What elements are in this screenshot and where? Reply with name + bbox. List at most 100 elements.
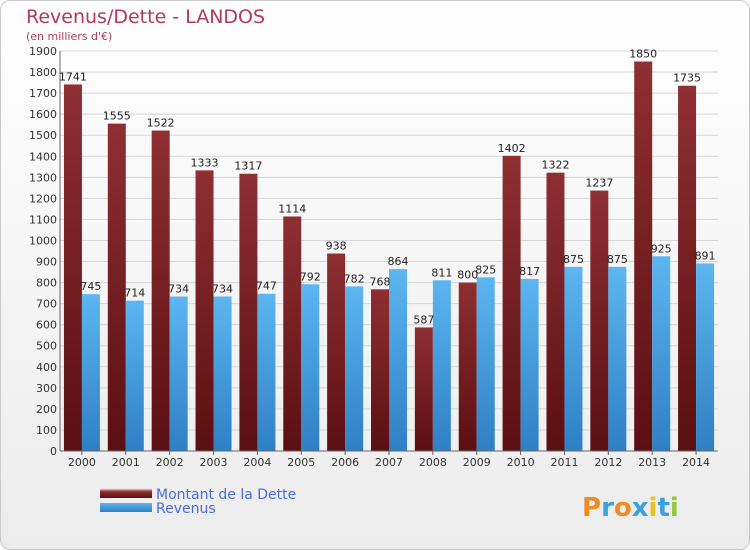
bar-debt [239, 173, 258, 451]
y-tick-label: 1100 [29, 213, 57, 226]
y-tick-label: 1700 [29, 87, 57, 100]
bar-revenus [652, 256, 671, 451]
value-label-revenus: 817 [519, 265, 540, 278]
y-tick-label: 1500 [29, 129, 57, 142]
y-tick-label: 300 [36, 382, 57, 395]
x-tick-label: 2012 [594, 456, 622, 469]
y-tick-label: 1600 [29, 108, 57, 121]
legend-label-revenus: Revenus [156, 501, 216, 517]
value-label-debt: 1555 [103, 110, 131, 123]
value-label-revenus: 891 [695, 249, 716, 262]
legend-swatch-revenus [100, 503, 152, 512]
x-tick-label: 2005 [287, 456, 315, 469]
bar-debt [502, 155, 521, 451]
value-label-debt: 1522 [147, 117, 175, 130]
bar-revenus [301, 284, 320, 451]
logo-letter: x [632, 493, 649, 523]
y-tick-label: 1800 [29, 66, 57, 79]
y-tick-label: 900 [36, 256, 57, 269]
bar-revenus [432, 280, 451, 451]
value-label-revenus: 745 [80, 280, 101, 293]
value-label-debt: 1333 [191, 156, 219, 169]
value-label-revenus: 782 [344, 272, 365, 285]
logo-letter: i [670, 493, 679, 523]
value-label-revenus: 864 [388, 255, 409, 268]
value-label-revenus: 925 [651, 242, 672, 255]
bar-debt [414, 327, 433, 451]
bar-debt [634, 61, 653, 452]
bar-revenus [476, 277, 495, 451]
bar-revenus [125, 300, 144, 451]
bar-debt [458, 282, 477, 451]
x-tick-label: 2011 [550, 456, 578, 469]
legend: Montant de la Dette Revenus [100, 487, 296, 517]
legend-swatch-debt [100, 488, 152, 498]
bar-debt [371, 289, 389, 451]
value-label-debt: 1402 [498, 142, 526, 155]
bar-revenus [345, 286, 364, 451]
bars [63, 61, 715, 452]
x-tick-label: 2002 [156, 456, 184, 469]
bar-revenus [213, 296, 232, 451]
x-tick-label: 2004 [243, 456, 271, 469]
value-label-debt: 800 [457, 269, 478, 282]
value-label-revenus: 747 [256, 280, 277, 293]
value-label-revenus: 734 [168, 282, 189, 295]
bar-debt [195, 170, 214, 452]
y-tick-label: 400 [36, 361, 57, 374]
logo-letter: t [657, 493, 669, 523]
bar-debt [590, 190, 609, 451]
y-tick-label: 600 [36, 319, 57, 332]
y-tick-label: 1000 [29, 234, 57, 247]
logo-letter: i [649, 493, 658, 523]
logo-letter: o [614, 493, 632, 523]
x-tick-label: 2014 [682, 456, 710, 469]
x-tick-label: 2000 [68, 456, 96, 469]
value-label-debt: 1850 [629, 48, 657, 61]
x-tick-label: 2009 [463, 456, 491, 469]
bar-revenus [564, 266, 583, 451]
x-axis-ticks: 2000 2001 2002 2003 2004 2005 2006 2007 2008 2009… [68, 451, 710, 469]
y-tick-label: 500 [36, 340, 57, 353]
bar-revenus [169, 296, 188, 451]
y-tick-label: 1900 [29, 45, 57, 58]
value-label-revenus: 714 [124, 287, 145, 300]
bar-revenus [389, 269, 407, 451]
value-label-revenus: 792 [300, 270, 321, 283]
value-label-debt: 1317 [234, 160, 262, 173]
y-tick-label: 800 [36, 277, 57, 290]
bar-revenus [257, 293, 276, 451]
x-tick-label: 2007 [375, 456, 403, 469]
x-tick-label: 2010 [507, 456, 535, 469]
value-label-revenus: 875 [607, 253, 628, 266]
chart-title: Revenus/Dette - LANDOS [26, 6, 265, 28]
x-tick-label: 2006 [331, 456, 359, 469]
value-label-revenus: 825 [475, 263, 496, 276]
bar-debt [151, 130, 170, 451]
value-label-revenus: 875 [563, 253, 584, 266]
x-tick-label: 2001 [112, 456, 140, 469]
bar-debt [546, 172, 565, 451]
value-label-revenus: 811 [431, 266, 452, 279]
value-label-revenus: 734 [212, 282, 233, 295]
value-label-debt: 1114 [278, 202, 306, 215]
y-axis-ticks: 0 100 200 300 400 500 600 700 800 900 1000 1100 1200… [29, 45, 57, 458]
y-tick-label: 1400 [29, 150, 57, 163]
bar-revenus [81, 294, 100, 451]
bar-debt [283, 216, 302, 451]
chart-subtitle: (en milliers d'€) [26, 30, 112, 43]
value-label-debt: 768 [370, 275, 391, 288]
bar-debt [63, 84, 82, 451]
proxiti-logo: Proxiti [582, 493, 679, 523]
value-label-debt: 1322 [541, 159, 569, 172]
x-tick-label: 2013 [638, 456, 666, 469]
logo-letter: r [601, 493, 614, 523]
bar-debt [678, 85, 697, 451]
bar-debt [107, 123, 126, 451]
bar-revenus [696, 263, 715, 451]
y-tick-label: 200 [36, 403, 57, 416]
y-tick-label: 0 [50, 445, 57, 458]
bar-revenus [520, 279, 539, 451]
value-labels: 1741 745 1555 714 1522 734 1333 734 1317 747 1114 7… [59, 48, 716, 327]
